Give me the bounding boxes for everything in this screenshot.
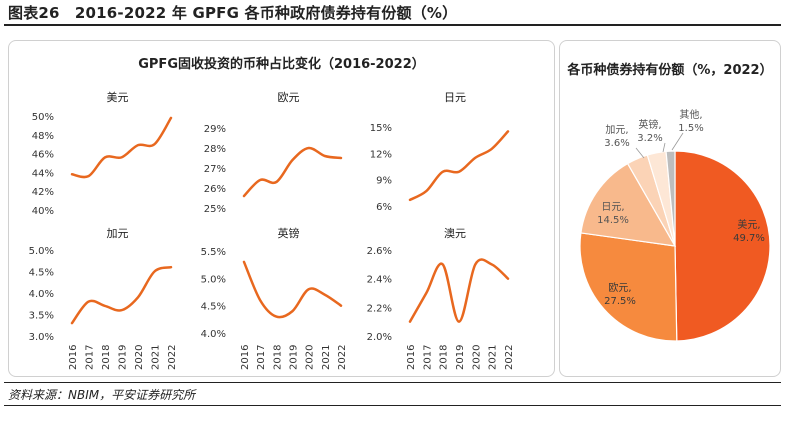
y-tick-label: 6% — [376, 202, 392, 213]
small-chart-title: 澳元 — [444, 227, 466, 240]
x-tick-label: 2021 — [488, 345, 499, 370]
x-tick-label: 2021 — [321, 345, 332, 370]
x-tick-label: 2020 — [471, 345, 482, 370]
pie-chart-title: 各币种债券持有份额（%，2022） — [567, 63, 773, 78]
pie-slice-美元 — [674, 150, 771, 342]
pie-slice-其他 — [665, 150, 676, 247]
pie-label-name: 其他, — [679, 108, 702, 121]
y-tick-label: 46% — [32, 150, 54, 161]
y-tick-label: 9% — [376, 176, 392, 187]
series-line-美元 — [70, 116, 173, 179]
pie-label-value: 3.6% — [604, 138, 629, 149]
source-divider-bottom — [4, 405, 781, 406]
leader-line — [662, 142, 666, 153]
small-chart-title: 加元 — [107, 227, 129, 240]
series-line-澳元 — [408, 258, 510, 323]
x-tick-label: 2019 — [118, 345, 129, 370]
y-tick-label: 3.5% — [29, 311, 54, 322]
pie-label-name: 日元, — [601, 202, 624, 213]
y-tick-label: 5.5% — [201, 247, 226, 258]
small-chart-title: 英镑 — [278, 226, 300, 240]
figure-title: 图表26 2016-2022 年 GPFG 各币种政府债券持有份额（%） — [8, 4, 458, 22]
y-tick-label: 48% — [32, 131, 54, 142]
x-tick-label: 2017 — [422, 345, 433, 370]
source-note: 资料来源：NBIM，平安证券研究所 — [8, 388, 196, 402]
y-tick-label: 2.4% — [367, 275, 392, 286]
line-charts-title: GPFG固收投资的币种占比变化（2016-2022） — [138, 57, 425, 72]
pie-label-value: 1.5% — [678, 123, 703, 134]
pie-label-name: 欧元, — [608, 282, 631, 294]
pie-label-value: 3.2% — [637, 133, 662, 144]
pie-label-name: 美元, — [737, 218, 760, 231]
y-tick-label: 4.5% — [29, 268, 54, 279]
y-tick-label: 2.0% — [367, 332, 392, 343]
x-tick-label: 2016 — [68, 345, 79, 370]
y-tick-label: 25% — [204, 204, 226, 215]
y-tick-label: 2.6% — [367, 246, 392, 257]
x-tick-label: 2022 — [504, 345, 515, 370]
title-divider — [4, 24, 781, 26]
pie-label-name: 加元, — [605, 124, 628, 136]
small-chart-title: 日元 — [444, 91, 466, 104]
x-tick-label: 2020 — [305, 345, 316, 370]
x-tick-label: 2018 — [101, 345, 112, 370]
pie-label-value: 49.7% — [733, 233, 765, 244]
y-tick-label: 15% — [370, 123, 392, 134]
y-tick-label: 26% — [204, 184, 226, 195]
source-divider-top — [4, 382, 781, 383]
y-tick-label: 3.0% — [29, 332, 54, 343]
series-line-英镑 — [242, 260, 343, 319]
y-tick-label: 2.2% — [367, 303, 392, 314]
leader-line — [635, 147, 645, 159]
x-tick-label: 2018 — [272, 345, 283, 370]
y-tick-label: 27% — [204, 164, 226, 175]
pie-label-value: 27.5% — [604, 296, 636, 307]
x-tick-label: 2018 — [439, 345, 450, 370]
pie-label-name: 英镑, — [638, 118, 661, 131]
x-tick-label: 2019 — [289, 345, 300, 370]
x-tick-label: 2019 — [455, 345, 466, 370]
y-tick-label: 50% — [32, 112, 54, 123]
y-tick-label: 40% — [32, 206, 54, 217]
y-tick-label: 44% — [32, 168, 54, 179]
y-tick-label: 28% — [204, 144, 226, 155]
y-tick-label: 42% — [32, 187, 54, 198]
pie-slice-日元 — [580, 162, 677, 247]
x-tick-label: 2020 — [134, 345, 145, 370]
series-line-加元 — [70, 265, 173, 325]
y-tick-label: 12% — [370, 149, 392, 160]
x-tick-label: 2021 — [151, 345, 162, 370]
pie-slice-欧元 — [579, 232, 678, 342]
series-line-日元 — [408, 130, 510, 202]
y-tick-label: 5.0% — [201, 274, 226, 285]
x-tick-label: 2022 — [337, 345, 348, 370]
x-tick-label: 2017 — [256, 345, 267, 370]
x-tick-label: 2022 — [167, 345, 178, 370]
leader-line — [671, 132, 684, 151]
small-chart-title: 美元 — [107, 91, 129, 104]
small-chart-title: 欧元 — [278, 91, 300, 104]
series-line-欧元 — [242, 146, 343, 198]
y-tick-label: 4.0% — [201, 329, 226, 340]
y-tick-label: 4.0% — [29, 289, 54, 300]
x-tick-label: 2016 — [240, 345, 251, 370]
y-tick-label: 4.5% — [201, 302, 226, 313]
pie-label-value: 14.5% — [597, 215, 629, 226]
x-tick-label: 2016 — [406, 345, 417, 370]
x-tick-label: 2017 — [85, 345, 96, 370]
y-tick-label: 29% — [204, 124, 226, 135]
line-charts-panel: GPFG固收投资的币种占比变化（2016-2022） — [8, 40, 555, 377]
y-tick-label: 5.0% — [29, 246, 54, 257]
